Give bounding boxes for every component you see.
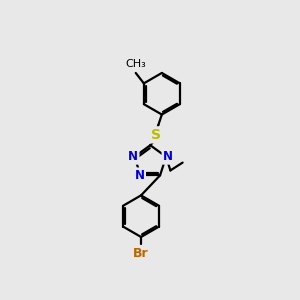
Text: CH₃: CH₃ xyxy=(125,59,146,70)
Text: N: N xyxy=(128,150,138,163)
Text: S: S xyxy=(151,128,160,142)
Text: Br: Br xyxy=(133,247,149,260)
Text: N: N xyxy=(135,169,145,182)
Text: N: N xyxy=(163,150,173,163)
